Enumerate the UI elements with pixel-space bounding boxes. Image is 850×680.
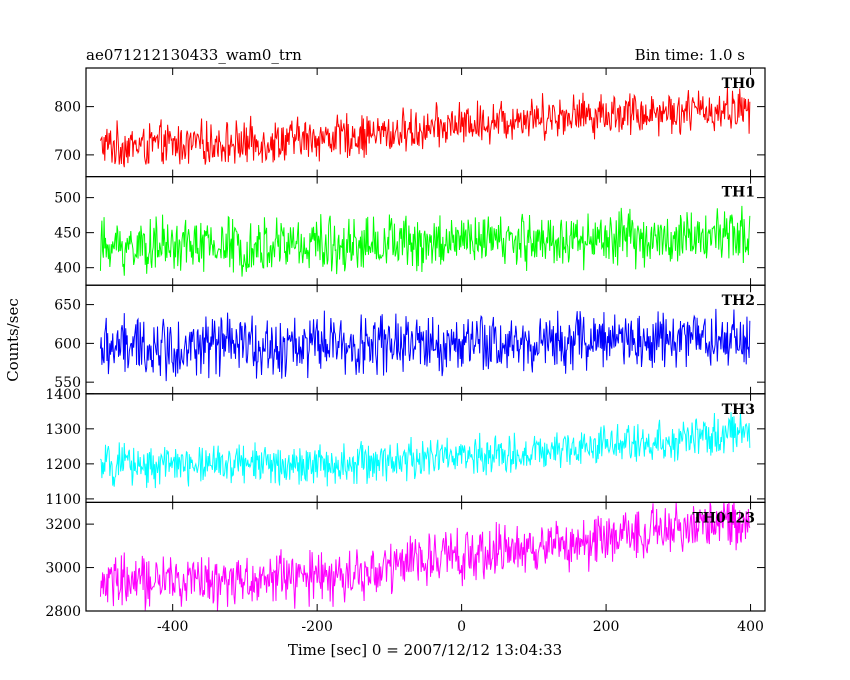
panel-name-label: TH1 bbox=[722, 185, 755, 201]
x-tick-label: 200 bbox=[593, 619, 620, 635]
panel-name-label: TH0123 bbox=[692, 510, 755, 526]
x-axis-label: Time [sec] 0 = 2007/12/12 13:04:33 bbox=[288, 641, 562, 659]
y-tick-label: 1200 bbox=[45, 457, 81, 473]
y-axis-label: Counts/sec bbox=[4, 298, 22, 382]
panel-th0: 700 800 TH0 bbox=[54, 67, 766, 178]
y-tick-label: 400 bbox=[54, 261, 81, 277]
panel-frame bbox=[85, 176, 766, 286]
series-th0123 bbox=[99, 502, 751, 611]
y-tick-label: 450 bbox=[54, 226, 81, 242]
y-tick-label: 650 bbox=[54, 298, 81, 314]
series-th0 bbox=[99, 87, 751, 168]
panel-frame bbox=[85, 501, 766, 612]
series-th3 bbox=[100, 412, 751, 489]
panel-th0123: 2800 3000 3200 TH0123 bbox=[45, 501, 766, 620]
x-tick-label: -400 bbox=[157, 619, 188, 635]
series-th1 bbox=[99, 205, 751, 277]
x-axis: -400 -200 0 200 400 bbox=[157, 619, 764, 635]
y-tick-label: 3200 bbox=[45, 517, 81, 533]
chart-title: ae071212130433_wam0_trn bbox=[86, 46, 302, 64]
y-tick-label: 1100 bbox=[45, 492, 81, 508]
panel-name-label: TH2 bbox=[722, 293, 755, 309]
panel-frame bbox=[85, 67, 766, 178]
panel-name-label: TH3 bbox=[722, 402, 755, 418]
y-tick-label: 700 bbox=[54, 148, 81, 164]
x-tick-label: 400 bbox=[737, 619, 764, 635]
x-tick-label: -200 bbox=[301, 619, 332, 635]
panel-name-label: TH0 bbox=[722, 76, 756, 92]
bin-time-label: Bin time: 1.0 s bbox=[635, 46, 745, 64]
y-tick-label: 500 bbox=[54, 191, 81, 207]
y-tick-label: 800 bbox=[54, 100, 81, 116]
y-tick-label: 2800 bbox=[45, 604, 81, 620]
panel-th3: 1100 1200 1300 1400 TH3 bbox=[45, 387, 766, 508]
panels-group: 700 800 TH0 400 450 500 TH1 550 600 650 TH2 1100 120… bbox=[45, 67, 766, 620]
panel-th1: 400 450 500 TH1 bbox=[54, 176, 766, 286]
y-tick-label: 550 bbox=[54, 375, 81, 391]
y-tick-label: 600 bbox=[54, 336, 81, 352]
x-tick-label: 0 bbox=[457, 619, 466, 635]
y-tick-label: 1400 bbox=[45, 387, 81, 403]
y-tick-label: 3000 bbox=[45, 561, 81, 577]
series-th2 bbox=[99, 308, 751, 382]
y-tick-label: 1300 bbox=[45, 422, 81, 438]
panel-th2: 550 600 650 TH2 bbox=[54, 284, 766, 395]
